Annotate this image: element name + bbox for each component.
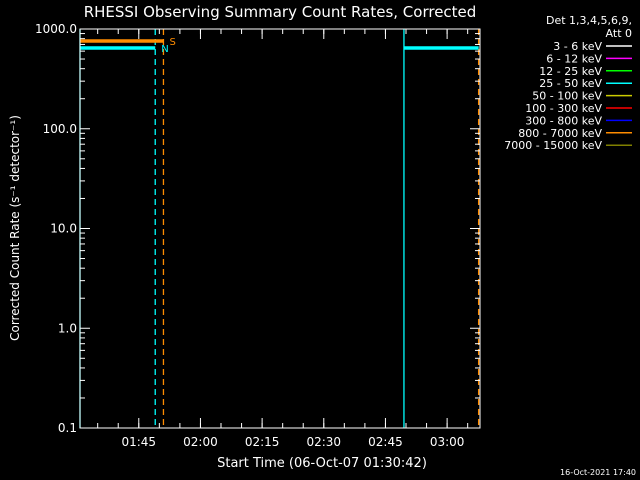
x-tick-label-5: 03:00 — [430, 435, 465, 449]
footer-date: 16-Oct-2021 17:40 — [560, 468, 636, 477]
y-tick-label-0: 0.1 — [58, 421, 77, 435]
legend-label-3: 12 - 25 keV — [539, 65, 602, 78]
legend-header-line-2: Att 0 — [606, 27, 632, 40]
flag-label-0: S — [169, 37, 175, 48]
legend-label-6: 100 - 300 keV — [525, 102, 602, 115]
legend-label-9: 7000 - 15000 keV — [504, 139, 602, 152]
y-tick-label-3: 100.0 — [43, 122, 77, 136]
x-tick-label-2: 02:15 — [245, 435, 280, 449]
legend-header-line-1: Det 1,3,4,5,6,9, — [546, 14, 632, 27]
chart-title: RHESSI Observing Summary Count Rates, Co… — [84, 3, 477, 21]
legend-label-4: 25 - 50 keV — [539, 77, 602, 90]
y-tick-label-1: 1.0 — [58, 321, 77, 335]
legend-label-2: 6 - 12 keV — [546, 52, 602, 65]
x-tick-label-0: 01:45 — [121, 435, 156, 449]
flag-label-1: N — [161, 44, 168, 55]
legend-label-8: 800 - 7000 keV — [518, 127, 602, 140]
legend-label-1: 3 - 6 keV — [553, 40, 602, 53]
y-tick-label-4: 1000.0 — [35, 22, 77, 36]
legend-label-5: 50 - 100 keV — [532, 90, 602, 103]
x-axis-label: Start Time (06-Oct-07 01:30:42) — [217, 456, 427, 471]
x-tick-label-3: 02:30 — [306, 435, 341, 449]
x-tick-label-4: 02:45 — [368, 435, 403, 449]
y-axis-label: Corrected Count Rate (s⁻¹ detector⁻¹) — [8, 115, 22, 341]
x-tick-label-1: 02:00 — [183, 435, 218, 449]
legend-label-7: 300 - 800 keV — [525, 114, 602, 127]
axes: 0.1 1.0 10.0 100.0 1000.0 01:45 02:00 02:15 02:3… — [35, 22, 480, 449]
y-tick-label-2: 10.0 — [50, 222, 77, 236]
